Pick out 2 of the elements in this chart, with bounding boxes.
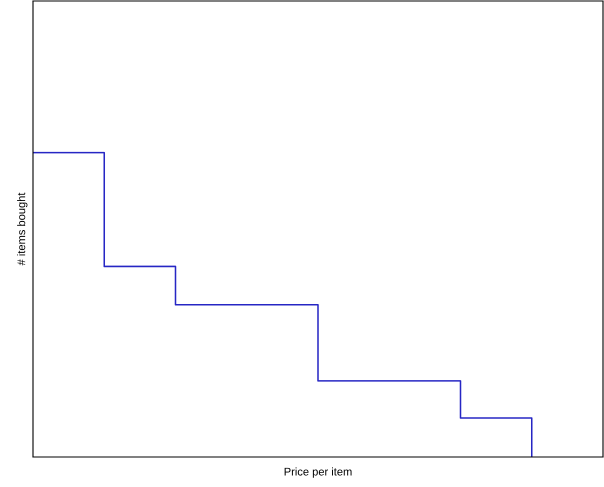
x-axis-title: Price per item [284,467,352,478]
y-axis-title: # items bought [17,192,28,266]
